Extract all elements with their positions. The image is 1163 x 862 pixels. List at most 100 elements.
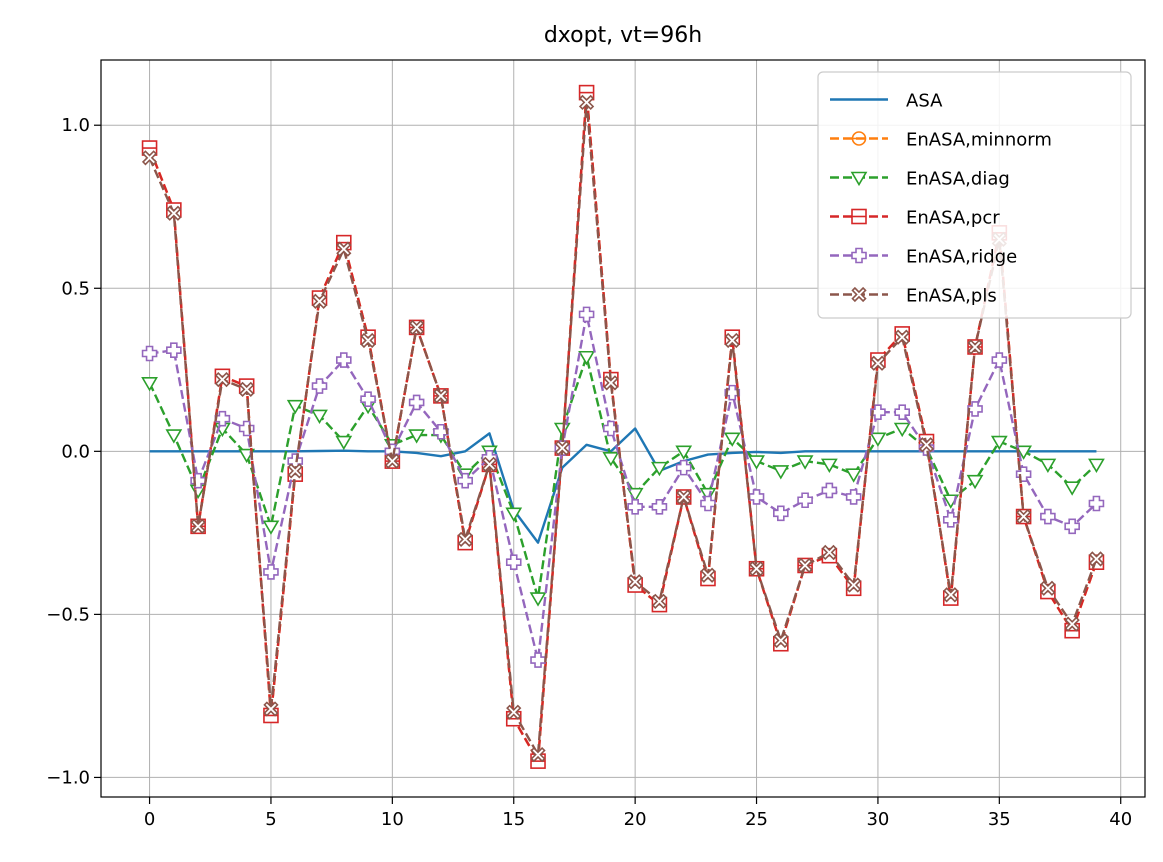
data-point: [578, 94, 595, 111]
data-point: [894, 329, 910, 345]
data-point: [942, 512, 959, 528]
data-point: [700, 495, 716, 512]
data-point: [846, 577, 862, 593]
series-line: [149, 313, 1098, 662]
series-line: [149, 427, 1097, 544]
data-point: [1015, 466, 1032, 482]
axis-ticks: 0 5 10 15 20 25 30 35 40 −1.0 −0.5 0.0 0.5 1.0: [46, 115, 1132, 830]
data-point: [796, 455, 814, 470]
legend-entry: EnASA,diag: [830, 169, 1010, 190]
data-point: [1088, 495, 1105, 512]
data-point: [1039, 458, 1057, 473]
y-tick-label: −0.5: [46, 604, 90, 625]
legend-label: EnASA,diag: [906, 169, 1010, 190]
data-point: [239, 381, 255, 397]
data-point: [578, 306, 595, 323]
data-point: [1015, 508, 1032, 525]
data-point: [433, 388, 449, 404]
data-point: [481, 456, 498, 473]
legend-label: EnASA,pls: [906, 286, 997, 307]
legend-entry: EnASA,pcr: [830, 208, 1000, 229]
data-point: [190, 518, 206, 534]
data-point: [894, 404, 911, 420]
legend-marker: [850, 171, 868, 187]
data-point: [748, 561, 765, 577]
data-point: [433, 423, 449, 440]
data-point: [408, 394, 425, 411]
plot-series: [141, 84, 1105, 769]
data-point: [724, 332, 740, 349]
data-point: [262, 520, 280, 535]
data-point: [991, 352, 1008, 368]
data-point: [797, 557, 813, 574]
data-point: [603, 420, 619, 437]
data-point: [870, 355, 886, 371]
x-tick-label: 20: [624, 809, 647, 830]
data-point: [603, 375, 619, 391]
data-point: [335, 435, 353, 451]
legend-entry: EnASA,ridge: [830, 247, 1017, 268]
data-point: [1064, 616, 1080, 632]
data-point: [335, 352, 352, 368]
series-enasa-pls: [141, 94, 1105, 763]
data-point: [967, 339, 983, 355]
series-line: [148, 101, 1098, 756]
data-point: [820, 458, 838, 473]
x-tick-label: 15: [502, 809, 525, 830]
data-point: [457, 472, 473, 489]
data-point: [627, 498, 643, 515]
data-point: [311, 409, 328, 425]
data-point: [676, 489, 692, 505]
data-point: [967, 401, 983, 417]
data-point: [1040, 580, 1056, 596]
data-point: [723, 432, 741, 447]
data-point: [286, 399, 304, 415]
y-tick-label: −1.0: [46, 767, 90, 788]
data-point: [1088, 458, 1105, 473]
data-point: [675, 459, 692, 476]
data-point: [626, 487, 644, 503]
data-point: [821, 482, 838, 499]
data-point: [943, 587, 959, 603]
data-point: [506, 704, 522, 720]
data-point: [1064, 518, 1080, 535]
data-point: [773, 505, 789, 522]
axes-frame: [100, 59, 1146, 798]
legend-label: ASA: [906, 91, 943, 112]
data-point: [869, 432, 887, 447]
data-point: [505, 507, 523, 522]
data-point: [530, 746, 546, 763]
data-point: [966, 474, 984, 490]
data-point: [1088, 551, 1105, 567]
data-point: [263, 564, 279, 580]
y-tick-label: 0.5: [61, 278, 90, 299]
data-point: [408, 319, 425, 336]
data-point: [700, 567, 716, 583]
data-point: [360, 391, 376, 407]
data-point: [505, 554, 522, 571]
data-point: [748, 455, 765, 470]
legend-marker: [851, 208, 867, 225]
legend-label: EnASA,minnorm: [906, 130, 1052, 151]
data-point: [166, 342, 182, 359]
data-point: [287, 463, 303, 479]
legend: ASA EnASA,minnorm EnASA,diag EnASA,pcr EnASA…: [817, 71, 1132, 319]
data-point: [311, 378, 328, 394]
data-point: [554, 440, 570, 456]
data-point: [190, 472, 206, 489]
data-point: [165, 429, 183, 444]
data-point: [263, 701, 279, 717]
data-point: [651, 593, 668, 609]
data-point: [1063, 481, 1081, 496]
data-point: [845, 468, 863, 483]
data-point: [797, 492, 813, 509]
data-point: [821, 544, 838, 561]
data-point: [651, 461, 668, 477]
legend-label: EnASA,pcr: [906, 208, 1000, 229]
series-asa: [149, 427, 1097, 544]
data-point: [773, 632, 789, 649]
data-point: [141, 377, 158, 392]
data-point: [529, 592, 547, 607]
data-point: [724, 384, 741, 401]
